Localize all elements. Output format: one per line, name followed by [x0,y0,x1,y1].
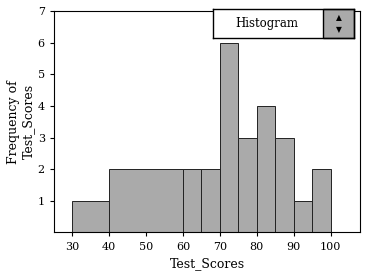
Bar [294,201,312,232]
Bar [257,106,275,232]
Bar [220,43,238,232]
Bar [183,169,201,232]
Bar [201,169,220,232]
Bar [238,138,257,232]
Bar [72,201,109,232]
Bar [312,169,331,232]
X-axis label: Test_Scores: Test_Scores [170,257,244,270]
Bar [275,138,294,232]
Y-axis label: Frequency of
Test_Scores: Frequency of Test_Scores [7,80,35,164]
Bar [109,169,183,232]
